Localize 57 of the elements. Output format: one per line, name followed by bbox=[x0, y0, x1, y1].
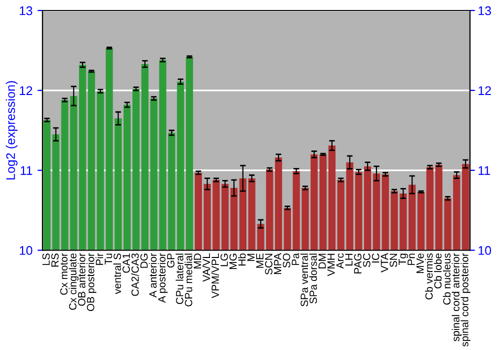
x-tick-label: OB posterior bbox=[86, 253, 96, 312]
y-tick-label: 10 bbox=[20, 246, 32, 255]
x-tick-label: SN bbox=[390, 254, 398, 268]
x-tick-label: SO bbox=[282, 254, 290, 268]
x-tick-label: Tu bbox=[104, 254, 112, 265]
x-tick-label: PAG bbox=[354, 254, 362, 274]
x-tick-label: VA/VL bbox=[202, 253, 210, 282]
x-tick-label: DG bbox=[140, 254, 148, 268]
x-tick-label: DM bbox=[318, 254, 326, 268]
y2-tick-label: 12 bbox=[478, 86, 491, 95]
x-tick-label: LS bbox=[42, 254, 50, 265]
x-tick-label: VTA bbox=[380, 253, 388, 272]
x-tick-label: Cx cingulate bbox=[68, 253, 79, 310]
x-tick-label: OB anterior bbox=[78, 253, 86, 306]
y-tick-label: 11 bbox=[20, 166, 32, 175]
x-tick-label: CA2/CA3 bbox=[131, 253, 139, 296]
x-tick-label: SCN bbox=[265, 254, 272, 275]
x-tick-label: MPA bbox=[274, 253, 282, 274]
x-tick-label: Tg bbox=[398, 254, 408, 265]
x-tick-label: CA1 bbox=[122, 254, 130, 273]
x-tick-label: Cb nucleus bbox=[442, 253, 451, 305]
y-tick-label: 13 bbox=[20, 6, 32, 16]
x-tick-label: SPa ventral bbox=[300, 254, 308, 306]
y-axis-title: Log2 (expression) bbox=[6, 81, 18, 180]
x-tick-label: spinal cord posterior bbox=[460, 253, 470, 347]
x-tick-label: ME bbox=[256, 253, 264, 268]
x-tick-label: VPM/VPL bbox=[211, 253, 219, 298]
x-tick-label: Pn bbox=[408, 254, 415, 265]
x-tick-label: LG bbox=[220, 254, 228, 266]
x-tick-label: CPu medial bbox=[184, 254, 192, 306]
x-tick-label: Arc bbox=[336, 253, 344, 269]
x-tick-label: VMH bbox=[327, 254, 335, 276]
x-tick-label: GP bbox=[167, 254, 174, 268]
y-tick-label: 12 bbox=[20, 86, 32, 95]
x-tick-label: ventral S bbox=[113, 254, 121, 294]
x-tick-label: Hb bbox=[238, 253, 246, 266]
x-tick-label: A anterior bbox=[148, 253, 157, 298]
y2-tick-label: 10 bbox=[478, 246, 492, 255]
x-tick-label: Cb vermis bbox=[425, 253, 433, 300]
y2-tick-label: 11 bbox=[478, 166, 490, 175]
x-tick-label: LH bbox=[345, 254, 352, 266]
x-tick-label: M bbox=[247, 254, 254, 261]
x-tick-label: RS bbox=[51, 254, 59, 267]
y2-tick-label: 13 bbox=[478, 6, 491, 16]
x-tick-label: Pa bbox=[292, 253, 300, 265]
x-tick-label: CPu lateral bbox=[176, 254, 184, 304]
x-tick-label: Cb lobe bbox=[434, 253, 442, 288]
x-tick-label: spinal cord anterior bbox=[452, 253, 462, 342]
x-tick-label: Cx motor bbox=[60, 253, 68, 295]
x-tick-label: A posterior bbox=[158, 253, 168, 303]
x-tick-label: IC bbox=[372, 253, 380, 262]
x-tick-label: SC bbox=[363, 253, 370, 268]
x-tick-label: SPa dorsal bbox=[309, 254, 317, 304]
x-tick-label: MD bbox=[194, 254, 202, 268]
x-tick-label: MG bbox=[229, 254, 237, 269]
x-tick-label: Pir bbox=[96, 253, 104, 265]
x-tick-label: MVe bbox=[416, 253, 424, 274]
